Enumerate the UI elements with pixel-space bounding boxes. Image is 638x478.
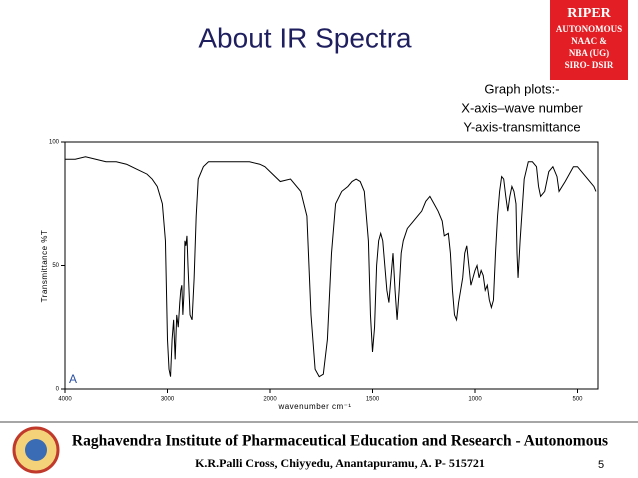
slide-title: About IR Spectra [198, 22, 412, 53]
x-tick-label: 1500 [366, 397, 380, 403]
plot-frame [64, 141, 599, 390]
x-tick-label: 2000 [263, 397, 277, 403]
badge-line: AUTONOMOUS [556, 24, 622, 34]
y-tick-label: 100 [49, 140, 60, 146]
x-tick-label: 4000 [58, 397, 72, 403]
x-axis-label: wavenumber cm⁻¹ [277, 402, 351, 411]
spectrum-line [65, 156, 597, 378]
y-tick-label: 50 [52, 263, 59, 269]
badge-line: SIRO- DSIR [565, 60, 614, 70]
badge [550, 0, 628, 80]
institute: Raghavendra Institute of Pharmaceutical … [72, 433, 608, 450]
badge-line: NAAC & [571, 36, 607, 46]
logo-inner [25, 439, 47, 461]
address: K.R.Palli Cross, Chiyyedu, Anantapuramu,… [195, 456, 485, 470]
y-tick-label: 0 [56, 387, 60, 393]
badge-line: NBA (UG) [569, 48, 609, 58]
y-axis-label: Transmittance %T [40, 230, 49, 303]
note-line: X-axis–wave number [461, 100, 583, 115]
page-number: 5 [598, 459, 604, 471]
annotation: A [69, 372, 77, 386]
badge-line: RIPER [567, 6, 611, 21]
x-tick-label: 3000 [161, 397, 175, 403]
x-tick-label: 1000 [468, 397, 482, 403]
note-line: Graph plots:- [484, 81, 559, 96]
note-line: Y-axis-transmittance [463, 119, 580, 134]
x-tick-label: 500 [572, 397, 583, 403]
